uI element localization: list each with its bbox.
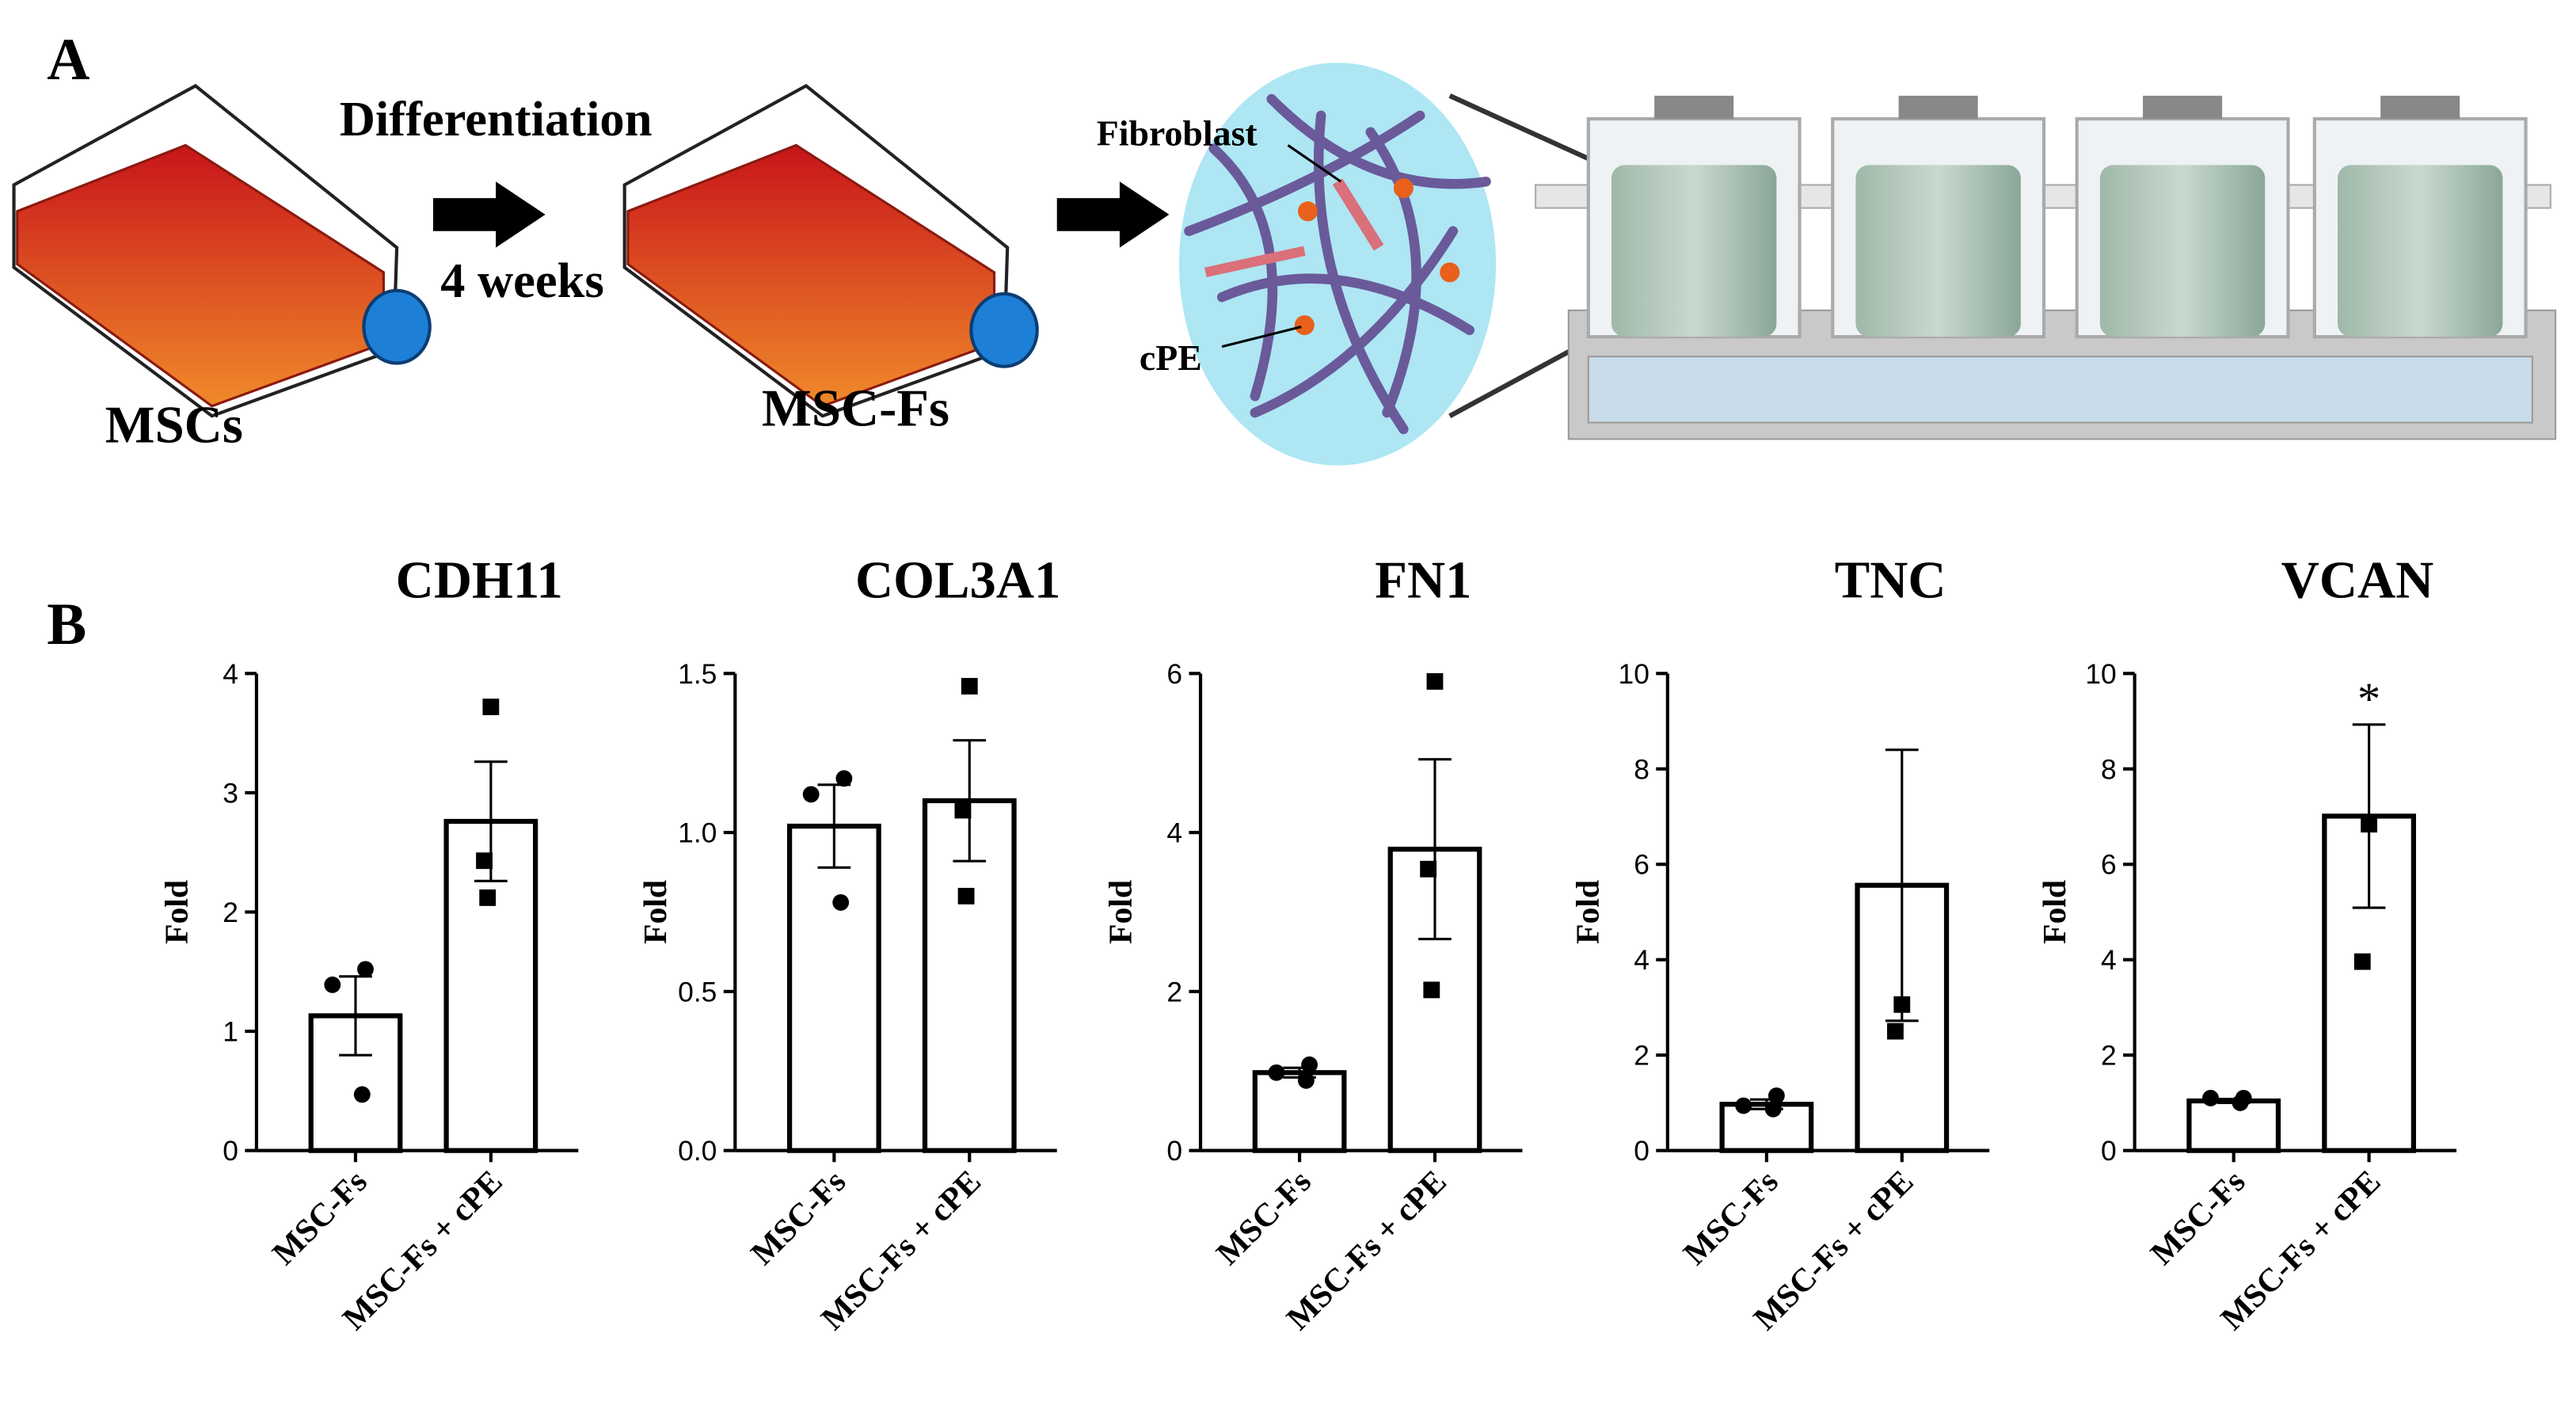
data-point [353,1086,371,1103]
y-tick-label: 3 [223,777,238,809]
vessel-cap [1654,95,1734,120]
y-tick-label: 2 [1634,1040,1649,1072]
vessel-cap [2380,95,2460,120]
y-tick-label: 1.5 [678,658,717,690]
x-tick-label: MSC-Fs [1210,1164,1318,1272]
label: MSC-Fs [762,380,949,438]
panel-label: B [47,592,86,657]
y-tick-label: 8 [1634,753,1649,785]
chart-title: CDH11 [396,551,563,609]
data-point [1764,1100,1782,1118]
label: Fibroblast [1097,112,1258,153]
data-point [954,802,972,819]
y-tick-label: 2 [2101,1040,2117,1072]
y-tick-label: 4 [2101,944,2117,976]
y-tick-label: 0.5 [678,976,717,1007]
data-point [324,976,341,993]
y-tick-label: 0 [1166,1135,1182,1167]
data-point [2232,1094,2249,1111]
zoom-line [1448,93,1611,171]
error-bar [953,739,987,863]
data-point [1420,860,1437,878]
data-point [961,677,978,695]
y-tick-label: 4 [1166,817,1182,849]
label: Differentiation [340,91,653,147]
bioreactor [1535,95,2557,440]
data-point [802,786,820,803]
vessel-cap [2143,95,2223,120]
y-tick-label: 0 [2101,1135,2117,1167]
arrow [1056,181,1170,248]
y-tick-label: 1 [223,1016,238,1048]
y-tick-label: 6 [1634,849,1649,881]
error-bar [1418,758,1452,941]
error-bar [1885,748,1919,1023]
x-tick-label: MSC-Fs [265,1164,374,1272]
data-point [957,887,975,905]
y-tick-label: 4 [1634,944,1649,976]
label: 4 weeks [440,253,604,308]
data-point [1426,672,1444,690]
data-point [1893,996,1911,1013]
chart-title: VCAN [2281,551,2434,609]
vessel-gel [1611,165,1777,337]
data-point [2361,816,2378,833]
flask [622,83,1039,418]
y-tick-label: 8 [2101,753,2117,785]
y-tick-label: 0.0 [678,1135,717,1167]
panel-label: A [47,27,89,93]
x-tick-label: MSC-Fs [2144,1164,2252,1272]
vessel-cap [1898,95,1978,120]
bar [2186,1098,2281,1153]
data-point [835,770,853,787]
vessel-gel [2337,165,2503,337]
y-tick-label: 0 [223,1135,238,1167]
vessel-gel [2099,165,2266,337]
scaffold [1178,63,1497,466]
arrow [432,181,546,248]
x-tick-label: MSC-Fs [1676,1164,1785,1272]
y-axis-label: Fold [1570,880,1606,944]
data-point [1301,1056,1318,1073]
vessel-gel [1855,165,2021,337]
data-point [2202,1089,2219,1106]
flask [12,83,432,418]
chart-title: COL3A1 [855,551,1060,609]
x-tick-label: MSC-Fs [744,1164,853,1272]
y-tick-label: 1.0 [678,817,717,849]
y-tick-label: 2 [223,897,238,928]
label: cPE [1140,337,1202,378]
label: MSCs [105,397,243,455]
annotation: * [2357,673,2380,725]
data-point [1423,981,1440,999]
data-point [479,889,497,906]
y-tick-label: 10 [1619,658,1649,690]
chart-title: FN1 [1375,551,1471,609]
data-point [2353,953,2371,970]
data-point [357,961,374,978]
y-tick-label: 4 [223,658,238,690]
data-point [1298,1072,1315,1089]
data-point [1735,1097,1752,1114]
y-tick-label: 6 [2101,849,2117,881]
y-axis-label: Fold [158,880,195,944]
data-point [832,894,850,911]
data-point [476,852,493,870]
data-point [1767,1087,1785,1104]
y-axis-label: Fold [637,880,674,944]
chart-title: TNC [1835,551,1946,609]
y-tick-label: 2 [1166,976,1182,1007]
data-point [482,699,500,715]
data-point [1268,1064,1285,1081]
y-tick-label: 0 [1634,1135,1649,1167]
y-axis-label: Fold [1103,880,1140,944]
bar [786,823,881,1153]
data-point [1887,1023,1904,1040]
y-axis-label: Fold [2037,880,2073,944]
y-tick-label: 10 [2085,658,2116,690]
y-tick-label: 6 [1166,658,1182,690]
